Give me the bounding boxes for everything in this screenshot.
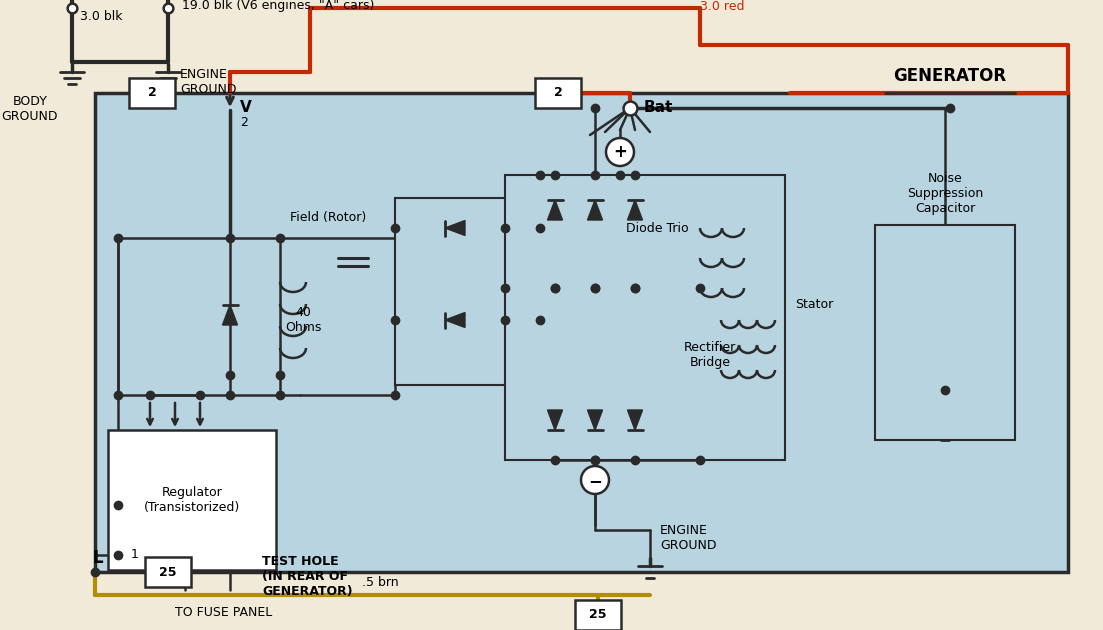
Text: L: L: [93, 549, 104, 567]
Polygon shape: [445, 220, 465, 236]
Bar: [505, 175, 785, 460]
Text: 2: 2: [148, 86, 157, 100]
Text: Bat: Bat: [644, 101, 673, 115]
Text: Field (Rotor): Field (Rotor): [290, 212, 366, 224]
Bar: [144, 557, 191, 587]
Text: TEST HOLE
(IN REAR OF
GENERATOR): TEST HOLE (IN REAR OF GENERATOR): [263, 555, 353, 598]
Text: −: −: [588, 472, 602, 490]
Text: 25: 25: [159, 566, 176, 578]
Polygon shape: [547, 200, 563, 220]
Polygon shape: [445, 312, 465, 328]
Bar: [875, 225, 1015, 440]
Bar: [129, 78, 175, 108]
Text: Stator: Stator: [795, 299, 833, 311]
Text: 2: 2: [554, 86, 563, 100]
Text: Regulator
(Transistorized): Regulator (Transistorized): [143, 486, 240, 514]
Bar: [95, 93, 1068, 572]
Text: +: +: [613, 143, 627, 161]
Text: TO FUSE PANEL: TO FUSE PANEL: [175, 605, 272, 619]
Text: GENERATOR: GENERATOR: [893, 67, 1007, 85]
Circle shape: [606, 138, 634, 166]
Polygon shape: [628, 410, 643, 430]
Text: Noise
Suppression
Capacitor: Noise Suppression Capacitor: [907, 172, 983, 215]
Polygon shape: [223, 305, 237, 325]
Text: V: V: [240, 101, 251, 115]
Bar: [575, 600, 621, 630]
Text: 3.0 red: 3.0 red: [700, 0, 745, 13]
Text: 25: 25: [589, 609, 607, 622]
Text: ENGINE
GROUND: ENGINE GROUND: [660, 524, 717, 552]
Bar: [395, 198, 620, 385]
Text: ENGINE
GROUND: ENGINE GROUND: [180, 68, 236, 96]
Text: 3.0 blk: 3.0 blk: [81, 9, 122, 23]
Text: 40
Ohms: 40 Ohms: [285, 306, 321, 334]
Polygon shape: [547, 410, 563, 430]
Polygon shape: [588, 410, 602, 430]
Polygon shape: [588, 200, 602, 220]
Bar: [108, 430, 276, 570]
Bar: [535, 78, 581, 108]
Text: 1: 1: [131, 549, 139, 561]
Text: Diode Trio: Diode Trio: [627, 222, 688, 234]
Text: BODY
GROUND: BODY GROUND: [2, 95, 58, 123]
Circle shape: [581, 466, 609, 494]
Polygon shape: [628, 200, 643, 220]
Text: 2: 2: [240, 115, 248, 129]
Text: Rectifier
Bridge: Rectifier Bridge: [684, 341, 736, 369]
Text: 19.0 blk (V6 engines, "A" cars): 19.0 blk (V6 engines, "A" cars): [182, 0, 374, 13]
Text: .5 brn: .5 brn: [362, 575, 398, 588]
